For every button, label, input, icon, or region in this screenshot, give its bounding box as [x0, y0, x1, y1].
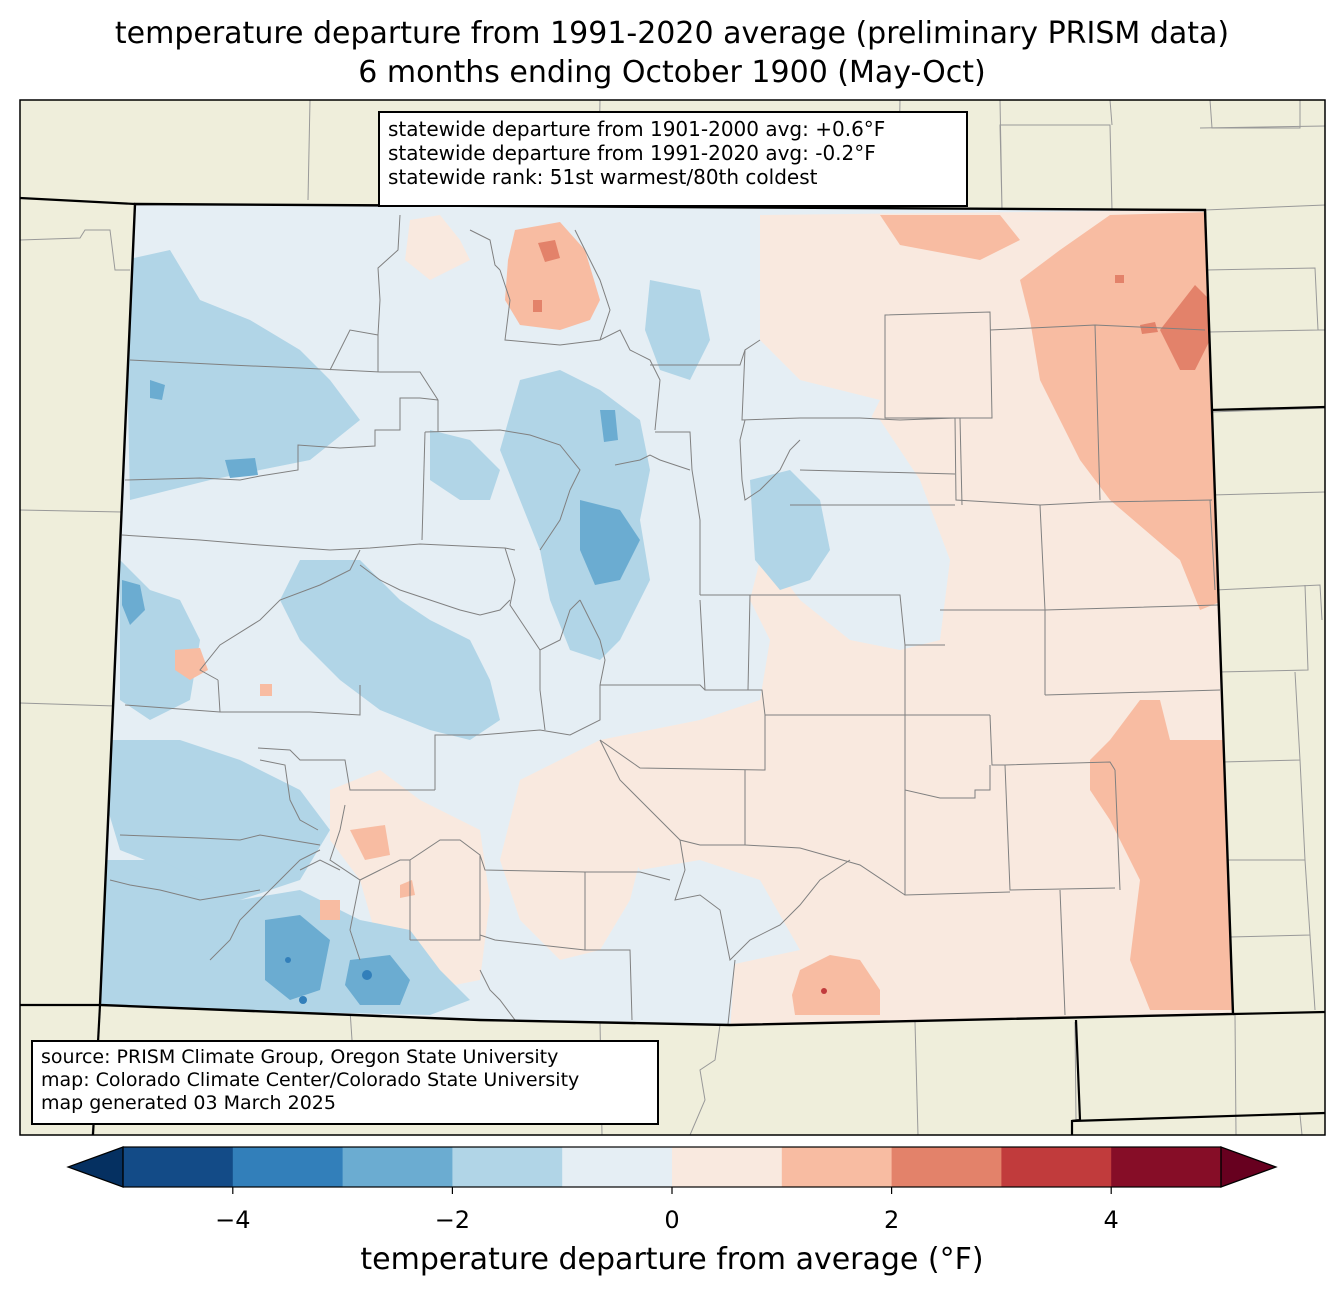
colorbar-bin [562, 1147, 673, 1187]
colorbar-bins [123, 1147, 1222, 1187]
stats-departure-1991-2020: statewide departure from 1991-2020 avg: … [388, 141, 876, 165]
source-line: source: PRISM Climate Group, Oregon Stat… [41, 1046, 559, 1068]
colorbar-bin [891, 1147, 1002, 1187]
map-title: temperature departure from 1991-2020 ave… [114, 16, 1230, 51]
stats-departure-1901-2000: statewide departure from 1901-2000 avg: … [388, 117, 886, 141]
colorbar-over-arrow [1220, 1146, 1278, 1188]
colorbar-bin [672, 1147, 783, 1187]
colorbar-bin [452, 1147, 563, 1187]
colorbar-tick-label: 2 [883, 1206, 900, 1234]
statewide-stats-box: statewide departure from 1901-2000 avg: … [378, 111, 968, 207]
colorbar-tick-marks [232, 1187, 1112, 1194]
colorbar-bin [781, 1147, 893, 1187]
colorbar-bin [1001, 1147, 1112, 1187]
stats-rank: statewide rank: 51st warmest/80th coldes… [388, 165, 818, 189]
colorbar-tick-label: −4 [215, 1206, 251, 1234]
colorbar-bin [232, 1147, 344, 1187]
colorbar-bin [342, 1147, 453, 1187]
map-credit-line: map: Colorado Climate Center/Colorado St… [41, 1069, 580, 1091]
generated-date-line: map generated 03 March 2025 [41, 1092, 336, 1114]
colorbar-bin [123, 1147, 234, 1187]
county-lines [109, 214, 1221, 1025]
source-credits-box: source: PRISM Climate Group, Oregon Stat… [31, 1040, 659, 1125]
colorbar-label: temperature departure from average (°F) [360, 1242, 984, 1277]
colorbar-bin [1111, 1147, 1222, 1187]
map-subtitle: 6 months ending October 1900 (May-Oct) [358, 55, 986, 90]
colorbar-tick-label: 0 [664, 1206, 680, 1234]
map-frame-border [19, 99, 1326, 1136]
colorbar-tick-label: 4 [1103, 1206, 1119, 1234]
temperature-field [100, 210, 1233, 1025]
colorbar-tick-label: −2 [434, 1206, 471, 1234]
colorbar-under-arrow [66, 1146, 124, 1188]
